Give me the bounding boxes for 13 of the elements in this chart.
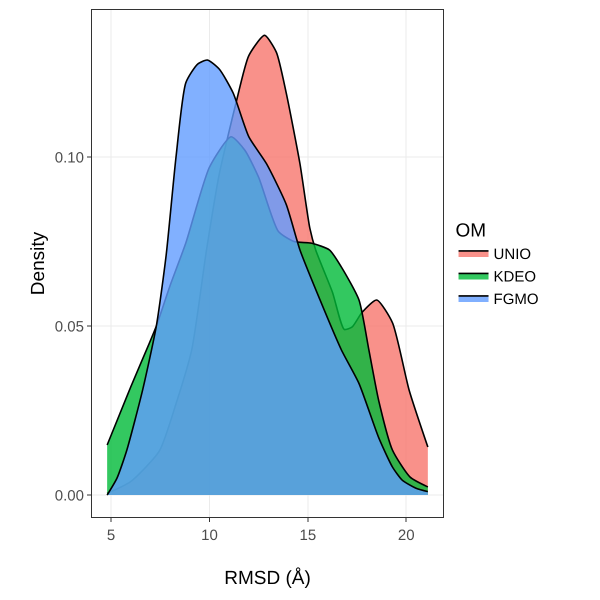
y-tick-label: 0.05 [54,318,84,336]
x-tick-label: 5 [106,527,116,544]
legend-title: OM [456,220,486,242]
y-tick-label: 0.00 [54,487,84,504]
x-tick-label: 10 [201,527,218,544]
x-axis-title: RMSD (Å) [224,567,311,589]
x-tick-label: 20 [398,527,415,544]
y-tick-label: 0.10 [54,149,84,166]
x-tick-label: 15 [299,527,316,544]
legend-label: FGMO [494,290,539,308]
legend-label: KDEO [494,268,536,286]
y-axis-title: Density [28,231,49,296]
legend-label: UNIO [494,246,532,263]
